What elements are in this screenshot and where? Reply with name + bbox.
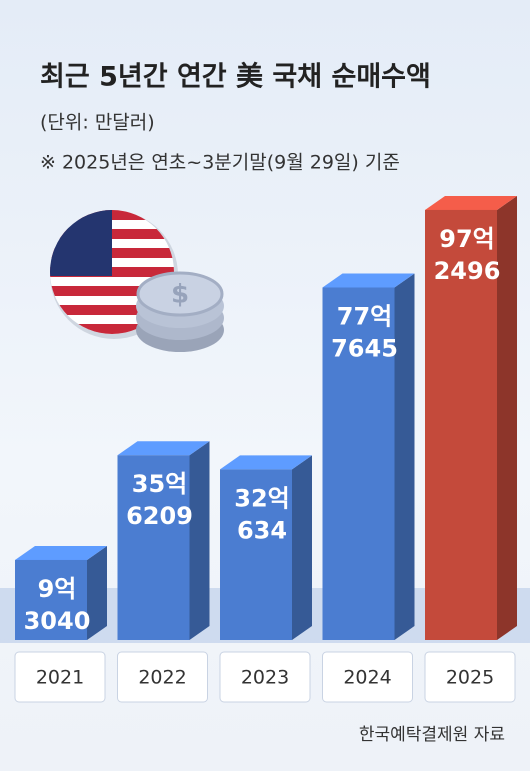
x-tick-label: 2024 bbox=[343, 667, 391, 689]
category-box bbox=[117, 651, 208, 703]
value-label: 77억 bbox=[337, 302, 392, 330]
bar-side bbox=[394, 273, 415, 640]
subtitle: (단위: 만달러) bbox=[40, 112, 155, 134]
category-box bbox=[322, 651, 413, 703]
category-box bbox=[424, 651, 516, 703]
bar-top bbox=[220, 455, 312, 470]
chart-title: 최근 5년간 연간 美 국채 순매수액 bbox=[40, 61, 431, 93]
value-label: 2496 bbox=[434, 257, 501, 285]
svg-text:$: $ bbox=[171, 280, 189, 310]
bar bbox=[220, 469, 292, 640]
value-label: 9억 bbox=[38, 575, 77, 603]
bar-top bbox=[425, 195, 517, 210]
bar bbox=[425, 209, 497, 640]
bar-side bbox=[189, 441, 210, 640]
flag-coin-icon: $ bbox=[50, 210, 224, 352]
x-tick-label: 2022 bbox=[138, 667, 186, 689]
bar-side bbox=[292, 455, 312, 640]
x-tick-label: 2021 bbox=[36, 667, 84, 689]
category-box bbox=[14, 651, 106, 703]
bar bbox=[117, 455, 190, 640]
category-box bbox=[219, 651, 311, 703]
bar-top bbox=[15, 545, 107, 560]
value-label: 3040 bbox=[24, 607, 91, 635]
x-tick-label: 2025 bbox=[446, 667, 494, 689]
bar bbox=[322, 287, 395, 640]
x-tick-label: 2023 bbox=[241, 667, 289, 689]
bar-side bbox=[87, 545, 107, 640]
bar bbox=[15, 559, 87, 640]
bar-side bbox=[497, 195, 517, 640]
bar-top bbox=[322, 273, 415, 288]
value-label: 7645 bbox=[331, 334, 398, 362]
value-label: 6209 bbox=[126, 502, 193, 530]
value-label: 97억 bbox=[439, 225, 494, 253]
note: ※ 2025년은 연초~3분기말(9월 29일) 기준 bbox=[40, 152, 400, 174]
value-label: 32억 bbox=[234, 484, 289, 512]
bar-top bbox=[117, 441, 210, 456]
value-label: 634 bbox=[237, 516, 287, 544]
source: 한국예탁결제원 자료 bbox=[359, 725, 505, 745]
value-label: 35억 bbox=[132, 470, 187, 498]
